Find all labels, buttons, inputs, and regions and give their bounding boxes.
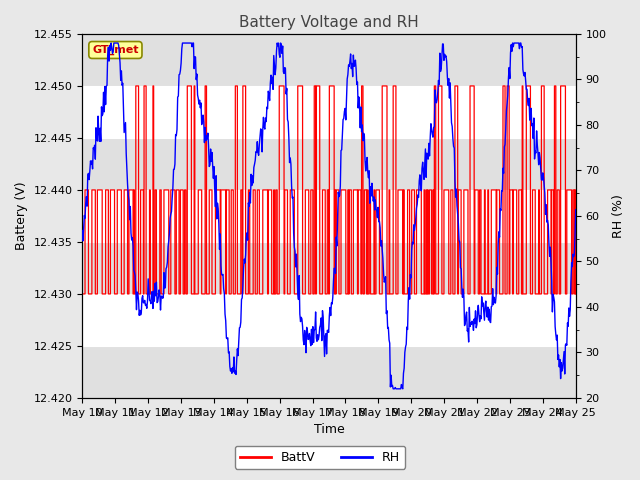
Bar: [83, 138, 576, 190]
Bar: [83, 34, 576, 86]
Bar: [83, 242, 576, 294]
Title: Battery Voltage and RH: Battery Voltage and RH: [239, 15, 419, 30]
Y-axis label: RH (%): RH (%): [612, 194, 625, 238]
Bar: [83, 346, 576, 398]
Text: GT_met: GT_met: [92, 45, 139, 55]
Legend: BattV, RH: BattV, RH: [235, 446, 405, 469]
X-axis label: Time: Time: [314, 423, 344, 436]
Y-axis label: Battery (V): Battery (V): [15, 181, 28, 250]
